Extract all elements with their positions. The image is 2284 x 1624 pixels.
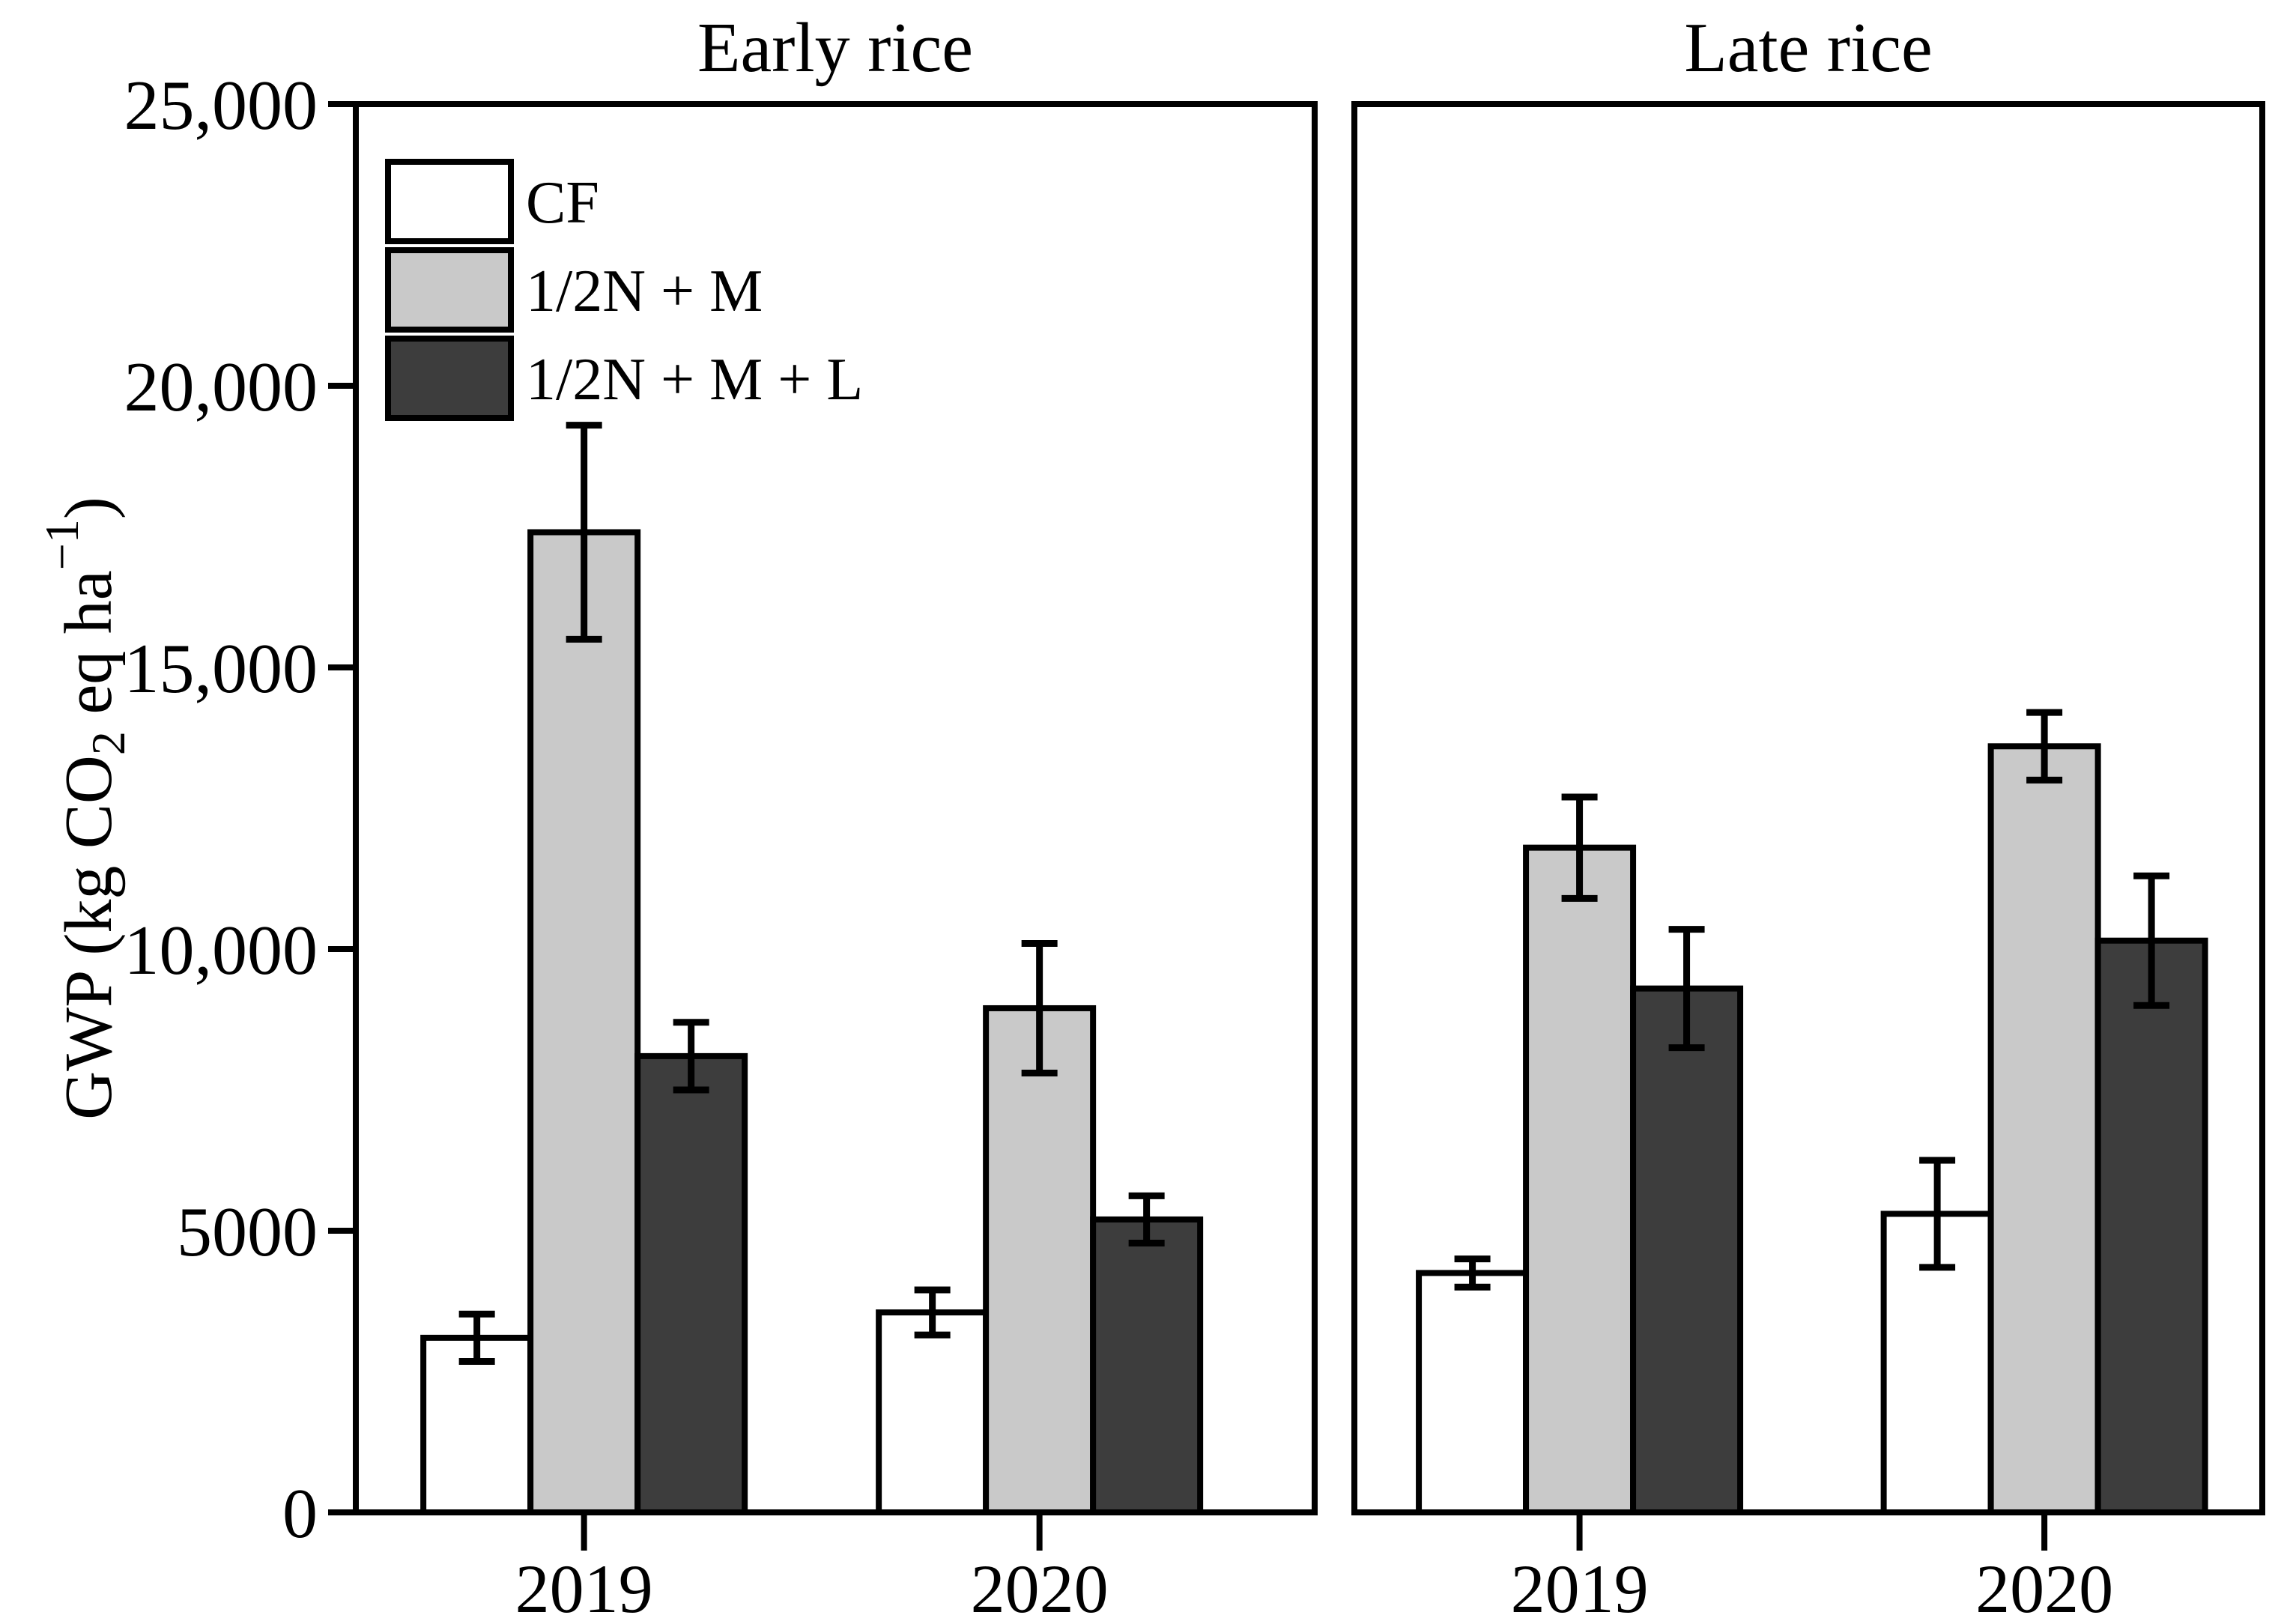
y-tick-label: 0 [282, 1475, 318, 1553]
y-tick-label: 5000 [177, 1193, 318, 1271]
bar-12NM-2019 [1523, 844, 1637, 1515]
bar-CF-2019 [1416, 1270, 1530, 1516]
error-bar-12NML-2019 [673, 1019, 709, 1094]
y-axis-label-part: eq ha [52, 570, 126, 731]
plot-border [1351, 101, 2265, 1515]
error-bar-CF-2019 [458, 1310, 495, 1365]
bar-12NM-2020 [983, 1005, 1097, 1515]
y-axis: 0 5000 10,000 15,000 20,000 25,000 [124, 67, 356, 1553]
error-bar-12NM-2020 [1021, 939, 1058, 1076]
bar-12NM-2019 [527, 529, 641, 1515]
legend-label: CF [526, 170, 599, 236]
panel-title: Late rice [1684, 9, 1932, 87]
x-tick-label: 2020 [971, 1551, 1109, 1624]
error-bar-CF-2020 [1919, 1157, 1956, 1271]
y-axis-label-part: 2 [82, 731, 135, 755]
panel-early-rice: Early rice 2019 2020 [353, 9, 1318, 1624]
x-tick-label: 2019 [515, 1551, 653, 1624]
legend-label: 1/2N + M [526, 258, 763, 324]
bar-12NML-2020 [1090, 1216, 1204, 1515]
legend: CF 1/2N + M 1/2N + M + L [385, 159, 863, 421]
y-axis-label-part: ) [52, 497, 126, 519]
y-axis-label-group: GWP (kg CO2 eq ha−1) [35, 497, 135, 1120]
y-axis-label-part: GWP (kg CO [52, 755, 126, 1120]
plot-border [353, 101, 1318, 1515]
error-bar-CF-2019 [1454, 1255, 1491, 1291]
y-tick-label: 10,000 [124, 912, 318, 990]
bar-CF-2020 [876, 1309, 990, 1516]
error-bar-12NML-2020 [2133, 872, 2170, 1009]
x-tick-label: 2020 [1975, 1551, 2113, 1624]
x-tick-label: 2019 [1511, 1551, 1649, 1624]
y-tick-label: 15,000 [124, 630, 318, 708]
legend-label: 1/2N + M + L [526, 347, 863, 413]
panel-title: Early rice [697, 9, 973, 87]
bar-12NML-2019 [634, 1052, 748, 1515]
error-bar-12NML-2020 [1128, 1192, 1165, 1247]
bar-12NML-2019 [1630, 985, 1744, 1515]
legend-swatch-CF [385, 159, 514, 244]
legend-swatch-12NM [385, 247, 514, 333]
bar-12NML-2020 [2094, 937, 2208, 1515]
bar-CF-2019 [420, 1334, 534, 1515]
error-bar-12NM-2020 [2026, 709, 2063, 784]
bar-12NM-2020 [1987, 743, 2101, 1515]
y-tick-label: 20,000 [124, 348, 318, 426]
error-bar-12NM-2019 [566, 422, 602, 643]
error-bar-12NM-2019 [1561, 793, 1598, 902]
panel-late-rice: Late rice 2019 2020 [1351, 9, 2265, 1624]
y-axis-label: GWP (kg CO2 eq ha−1) [35, 497, 135, 1120]
legend-swatch-12NML [385, 336, 514, 421]
error-bar-12NML-2019 [1668, 926, 1705, 1052]
y-axis-label-part: −1 [35, 519, 88, 570]
error-bar-CF-2020 [914, 1286, 951, 1339]
y-tick-label: 25,000 [124, 67, 318, 145]
